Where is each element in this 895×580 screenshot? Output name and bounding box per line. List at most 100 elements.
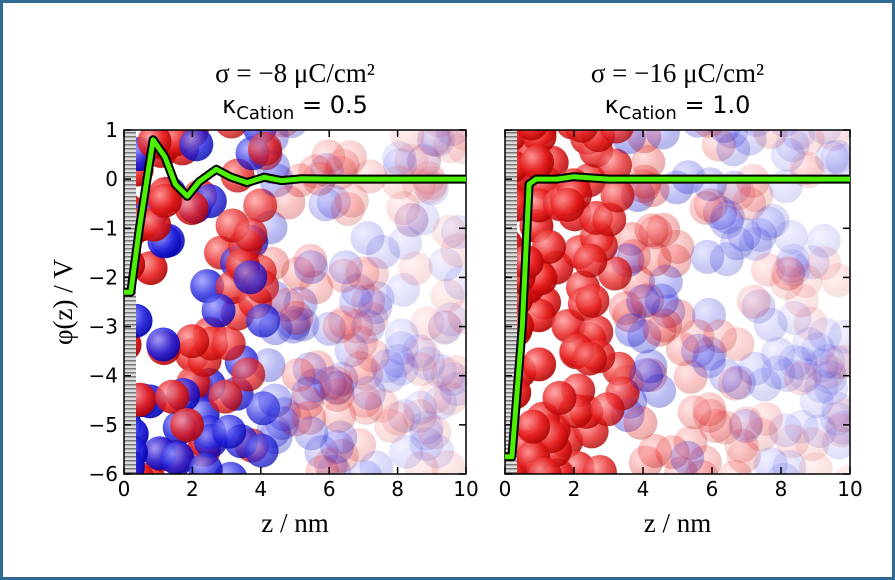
- sphere: [201, 293, 236, 328]
- y-axis-label: φ(z) / V: [48, 258, 78, 345]
- sphere: [320, 429, 355, 464]
- sphere: [573, 243, 608, 278]
- sphere: [726, 439, 761, 474]
- sphere: [269, 130, 298, 138]
- sphere: [590, 392, 625, 427]
- sphere: [394, 203, 429, 238]
- sphere: [381, 401, 416, 436]
- kappa-subscript: Cation: [236, 103, 294, 124]
- sphere: [412, 169, 447, 204]
- sphere: [332, 140, 367, 175]
- sphere: [642, 312, 677, 347]
- sphere: [825, 344, 850, 379]
- sphere: [343, 325, 378, 360]
- x-tick-label: 2: [186, 477, 199, 501]
- sphere: [550, 187, 585, 222]
- sphere: [439, 372, 466, 407]
- sphere: [258, 383, 293, 418]
- sphere: [170, 407, 205, 442]
- x-axis-label: z / nm: [644, 508, 712, 538]
- sphere: [690, 239, 725, 274]
- sphere: [146, 327, 181, 362]
- sphere: [516, 409, 551, 444]
- sphere: [211, 326, 246, 361]
- sphere: [582, 454, 617, 474]
- sphere: [753, 130, 788, 150]
- sphere: [350, 221, 385, 256]
- sphere: [807, 317, 842, 352]
- sphere: [233, 217, 268, 252]
- y-tick-label: −3: [89, 315, 118, 339]
- y-tick-label: −2: [89, 265, 118, 289]
- sphere: [721, 365, 756, 400]
- sphere: [147, 183, 182, 218]
- kappa: κ: [222, 91, 236, 119]
- sphere: [692, 167, 727, 202]
- plot-frame: [504, 129, 851, 475]
- sphere: [629, 358, 664, 393]
- sphere: [212, 414, 247, 449]
- sphere: [243, 188, 278, 223]
- sphere: [755, 203, 790, 238]
- sphere: [575, 283, 610, 318]
- sphere: [670, 440, 705, 474]
- sphere: [806, 223, 841, 258]
- sphere: [175, 324, 210, 359]
- y-tick-label: 1: [105, 118, 118, 142]
- sphere: [815, 140, 850, 175]
- line: [505, 174, 850, 460]
- y-tick-label: −4: [89, 364, 118, 388]
- sphere: [318, 365, 353, 400]
- sphere: [155, 379, 190, 414]
- sphere: [294, 416, 329, 451]
- sphere: [637, 242, 672, 277]
- sphere: [598, 148, 633, 183]
- y-tick-label: −5: [89, 413, 118, 437]
- sphere: [443, 266, 466, 301]
- x-tick-label: 10: [453, 477, 478, 501]
- sphere: [692, 398, 727, 433]
- x-tick-label: 2: [568, 477, 581, 501]
- sphere: [247, 131, 282, 166]
- sphere: [179, 130, 214, 162]
- sphere: [208, 379, 243, 414]
- sphere: [160, 441, 195, 474]
- sphere: [447, 300, 466, 335]
- sphere: [572, 341, 607, 376]
- sphere: [736, 284, 771, 319]
- kappa: κ: [605, 91, 619, 119]
- sphere: [834, 464, 850, 474]
- sphere: [515, 130, 548, 141]
- chart-title: σ = −8 μC/cm²: [215, 58, 375, 88]
- sphere: [431, 450, 466, 474]
- sphere: [440, 215, 466, 250]
- sphere: [827, 398, 850, 433]
- potential-line: [505, 172, 850, 462]
- x-tick-label: 0: [118, 477, 131, 501]
- sphere: [330, 191, 365, 226]
- y-tick-label: −1: [89, 216, 118, 240]
- x-tick-label: 4: [637, 477, 650, 501]
- sphere: [565, 130, 598, 143]
- sphere: [216, 130, 247, 139]
- line: [124, 137, 466, 295]
- x-tick-label: 6: [323, 477, 336, 501]
- sphere: [174, 191, 209, 226]
- sphere: [691, 344, 726, 379]
- x-tick-label: 8: [775, 477, 788, 501]
- electrode-wall: [124, 130, 136, 474]
- x-tick-label: 10: [837, 477, 862, 501]
- sphere: [600, 130, 634, 144]
- sphere: [293, 250, 328, 285]
- sphere: [348, 460, 383, 474]
- sphere: [188, 452, 223, 474]
- sphere: [520, 145, 555, 180]
- sphere: [614, 313, 649, 348]
- sphere: [233, 260, 268, 295]
- sphere: [370, 348, 405, 383]
- sphere: [345, 256, 380, 291]
- sphere: [351, 376, 386, 411]
- x-tick-label: 8: [391, 477, 404, 501]
- sphere: [398, 251, 433, 286]
